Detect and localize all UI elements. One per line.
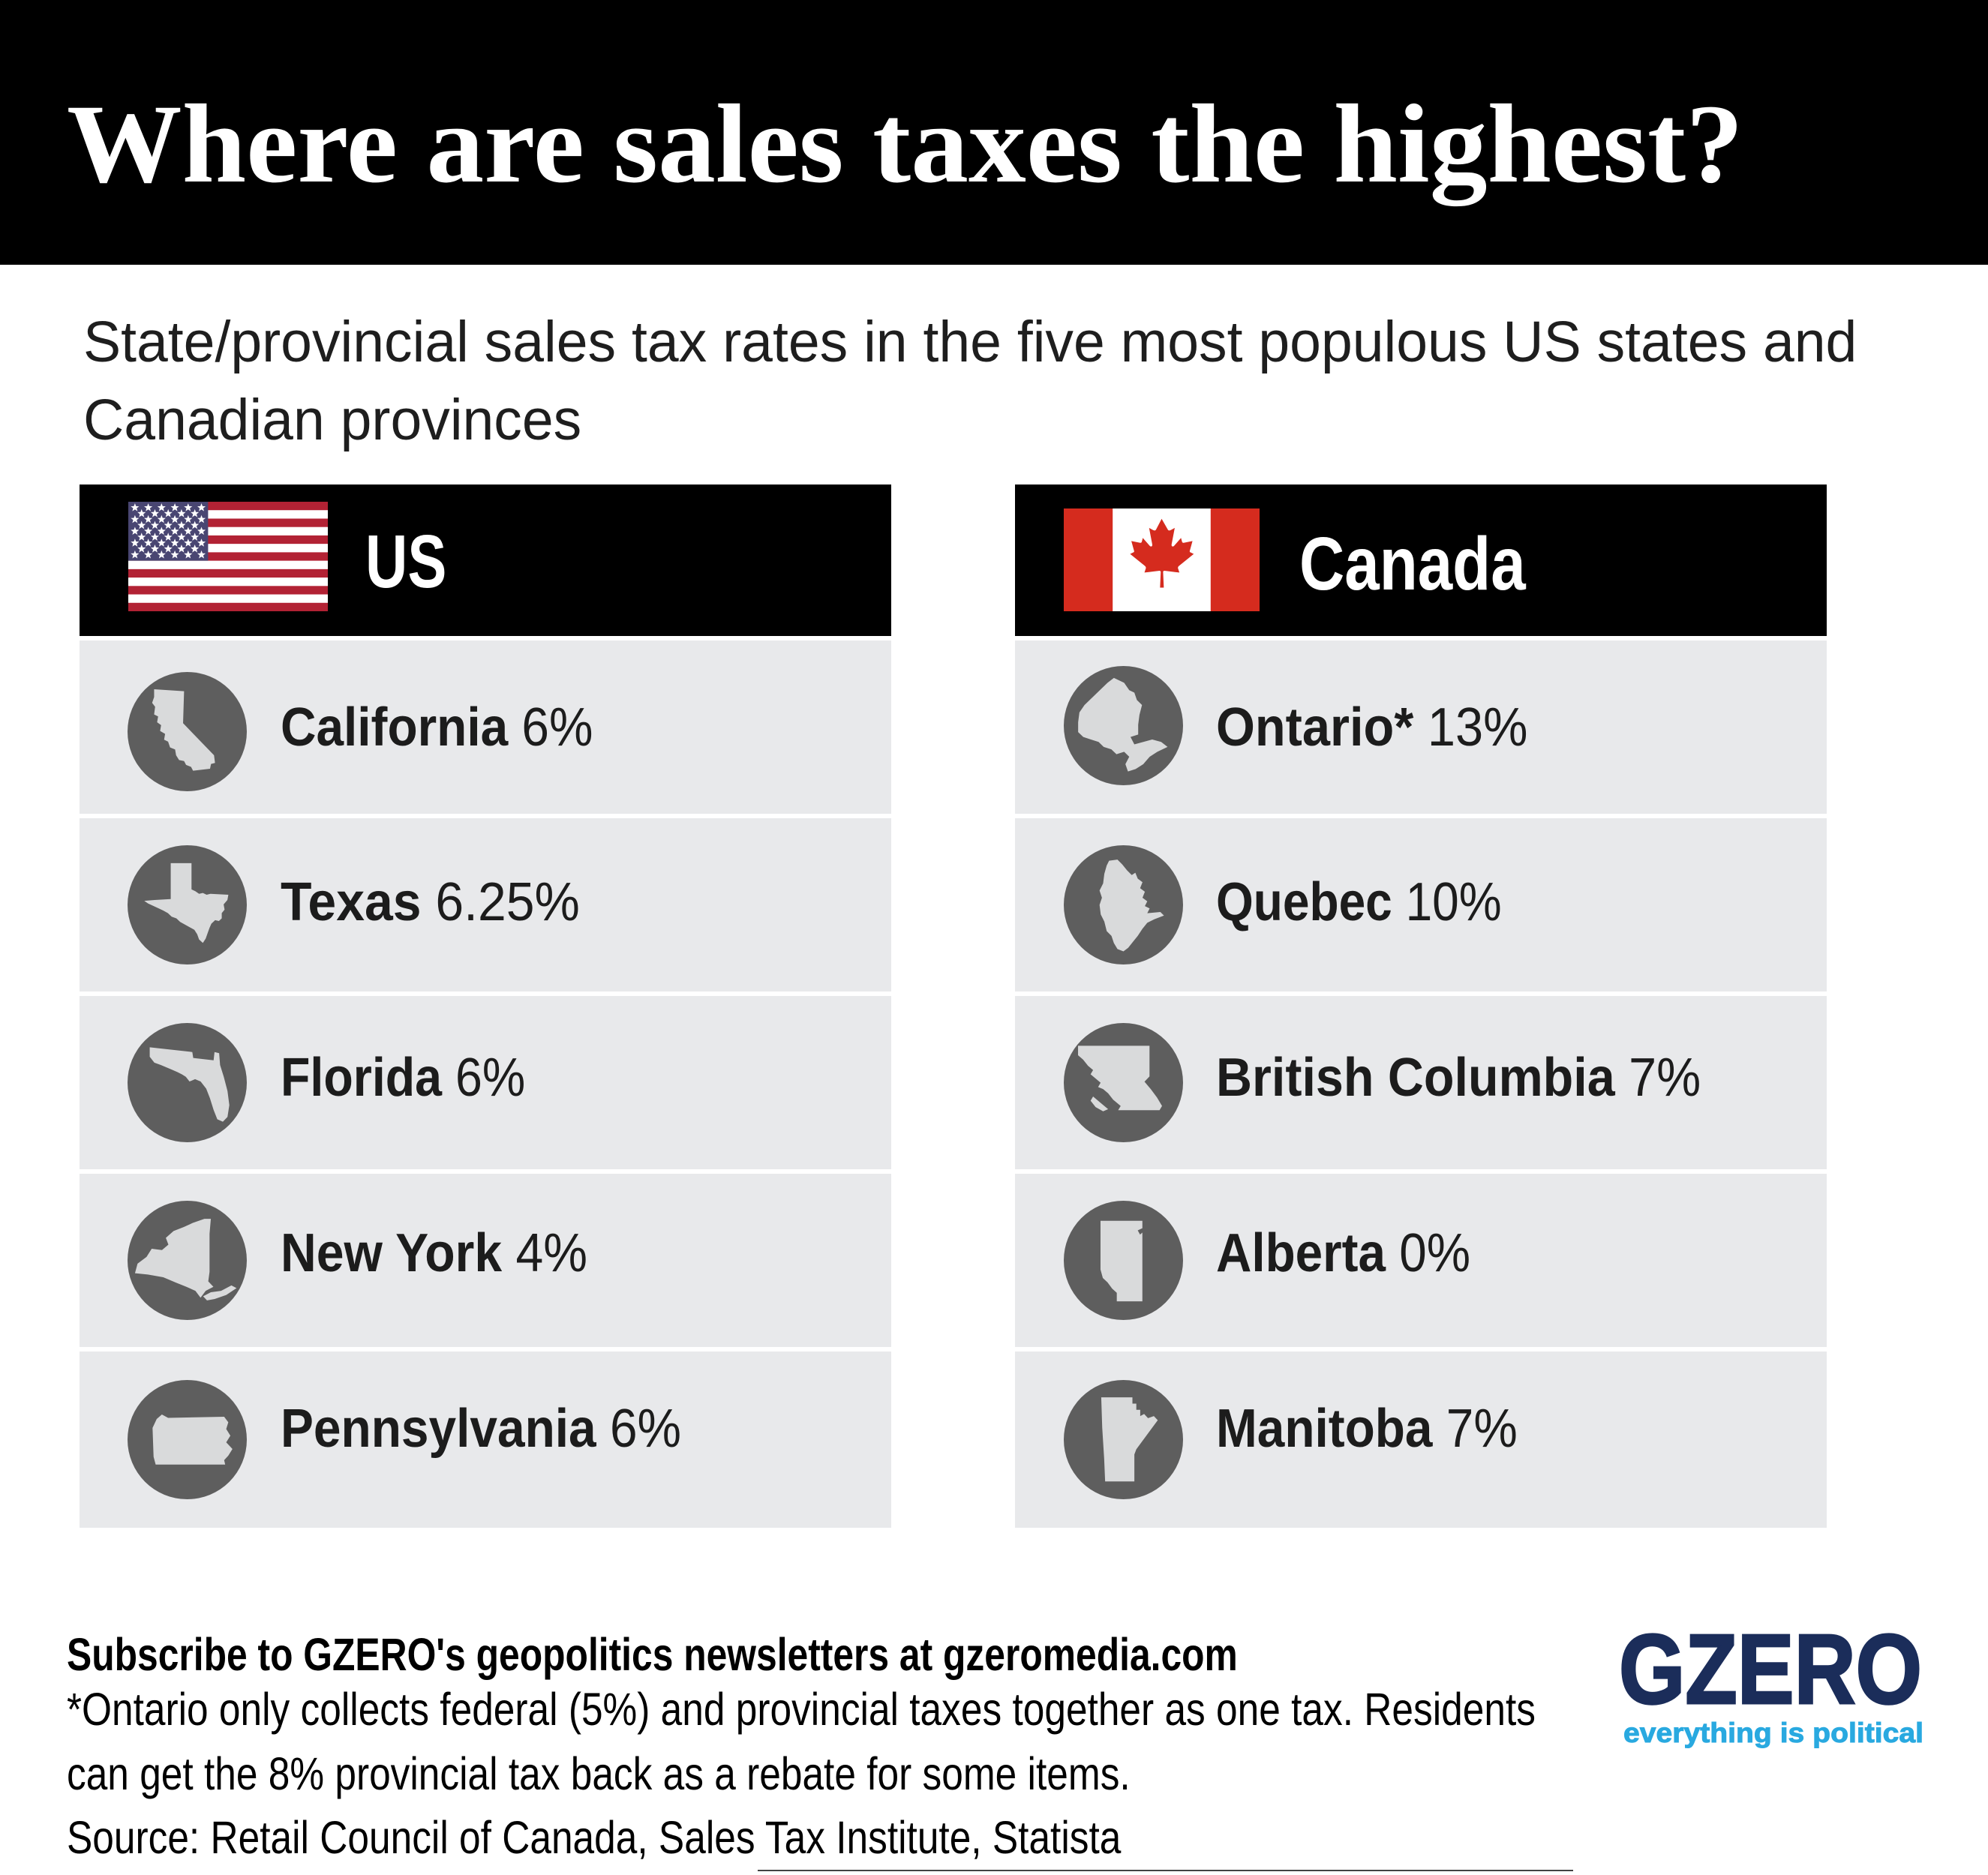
svg-text:everything is political: everything is political — [1623, 1718, 1923, 1748]
svg-text:Where are sales taxes the high: Where are sales taxes the highest? — [67, 82, 1743, 206]
svg-text:GZERO: GZERO — [1619, 1614, 1922, 1724]
